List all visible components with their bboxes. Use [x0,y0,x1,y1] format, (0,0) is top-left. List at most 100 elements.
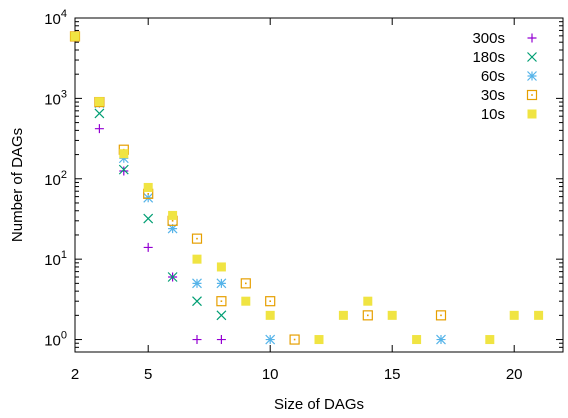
data-point [436,334,446,345]
filled-square-marker [70,31,80,41]
data-point [265,334,276,345]
data-point [485,335,495,345]
filled-square-marker [509,310,519,320]
data-point [363,296,373,306]
data-point [119,149,129,159]
data-point [362,310,373,321]
filled-square-marker [387,310,397,320]
plus-marker [216,335,226,345]
legend-marker [527,109,537,119]
data-point [435,310,447,321]
legend-label: 180s [472,49,505,66]
data-point [192,278,202,289]
filled-square-marker [527,109,537,119]
filled-square-marker [485,335,495,345]
data-point [265,310,275,320]
legend-marker [527,52,537,62]
y-tick-label: 100 [44,330,67,350]
star-marker [192,278,202,289]
plus-marker [143,242,153,252]
legend-marker [527,71,537,81]
cross-marker [192,296,202,307]
plot-frame [74,17,564,353]
legend-label: 10s [481,106,505,123]
data-point [143,182,153,192]
y-tick-label: 101 [44,249,67,269]
square-marker-dot [196,237,198,240]
square-marker [265,296,276,307]
data-point [216,262,226,272]
data-point [192,296,202,307]
series-60s [70,31,446,345]
data-point [192,254,202,264]
data-point [289,334,300,345]
filled-square-marker [119,149,129,159]
legend: 300s 180s 60s 30s 10s [472,30,538,123]
data-point [192,335,202,345]
square-marker [191,233,203,244]
y-tick-label: 104 [44,8,67,28]
star-marker [265,334,276,345]
star-marker [436,334,446,345]
cross-marker [94,108,105,119]
data-point [509,310,519,320]
data-point [216,310,227,321]
square-marker [362,310,373,321]
square-marker-dot [367,314,369,317]
data-point [94,108,105,119]
star-marker [118,153,129,164]
cross-marker [216,310,227,321]
star-marker [216,278,227,289]
data-point [338,310,348,320]
series-10s [70,31,544,345]
data-point [118,164,129,175]
legend-label: 300s [472,30,505,47]
square-marker-dot [171,220,174,222]
data-point [412,335,422,345]
x-tick-label: 15 [384,366,401,383]
star-marker [167,223,178,234]
data-point [70,31,80,41]
legend-label: 60s [481,68,505,85]
legend-label: 30s [481,87,505,104]
square-marker-dot [440,314,442,317]
data-point [265,296,276,307]
y-tick-label: 102 [44,169,67,189]
data-point [143,213,154,224]
data-point [387,310,397,320]
filled-square-marker [338,310,348,320]
data-point [534,310,544,320]
data-point [241,296,251,306]
x-tick-label: 20 [506,366,523,383]
x-tick-label: 10 [262,366,279,383]
data-point [143,242,153,252]
filled-square-marker [168,210,178,220]
data-point [216,296,227,307]
x-axis-label: Size of DAGs [274,396,364,413]
y-axis-label: Number of DAGs [9,128,26,242]
plus-marker [94,124,104,134]
plus-marker [527,33,537,43]
square-marker [289,334,300,345]
data-point [167,272,178,282]
square-marker-dot [269,300,271,302]
filled-square-marker [265,310,275,320]
series-300s [70,31,226,345]
square-marker [435,310,447,321]
square-marker [216,296,227,307]
data-point [168,210,178,220]
square-marker-dot [245,282,247,285]
cross-marker [167,272,178,282]
data-point [240,278,251,289]
square-marker-dot [293,338,296,341]
data-point [191,233,203,244]
data-point [94,124,104,134]
star-marker [527,71,537,81]
legend-marker [526,89,538,101]
cross-marker [527,52,537,62]
square-marker-dot [147,193,149,195]
data-points [69,31,544,345]
filled-square-marker [241,296,251,306]
y-tick-label: 103 [44,88,67,108]
